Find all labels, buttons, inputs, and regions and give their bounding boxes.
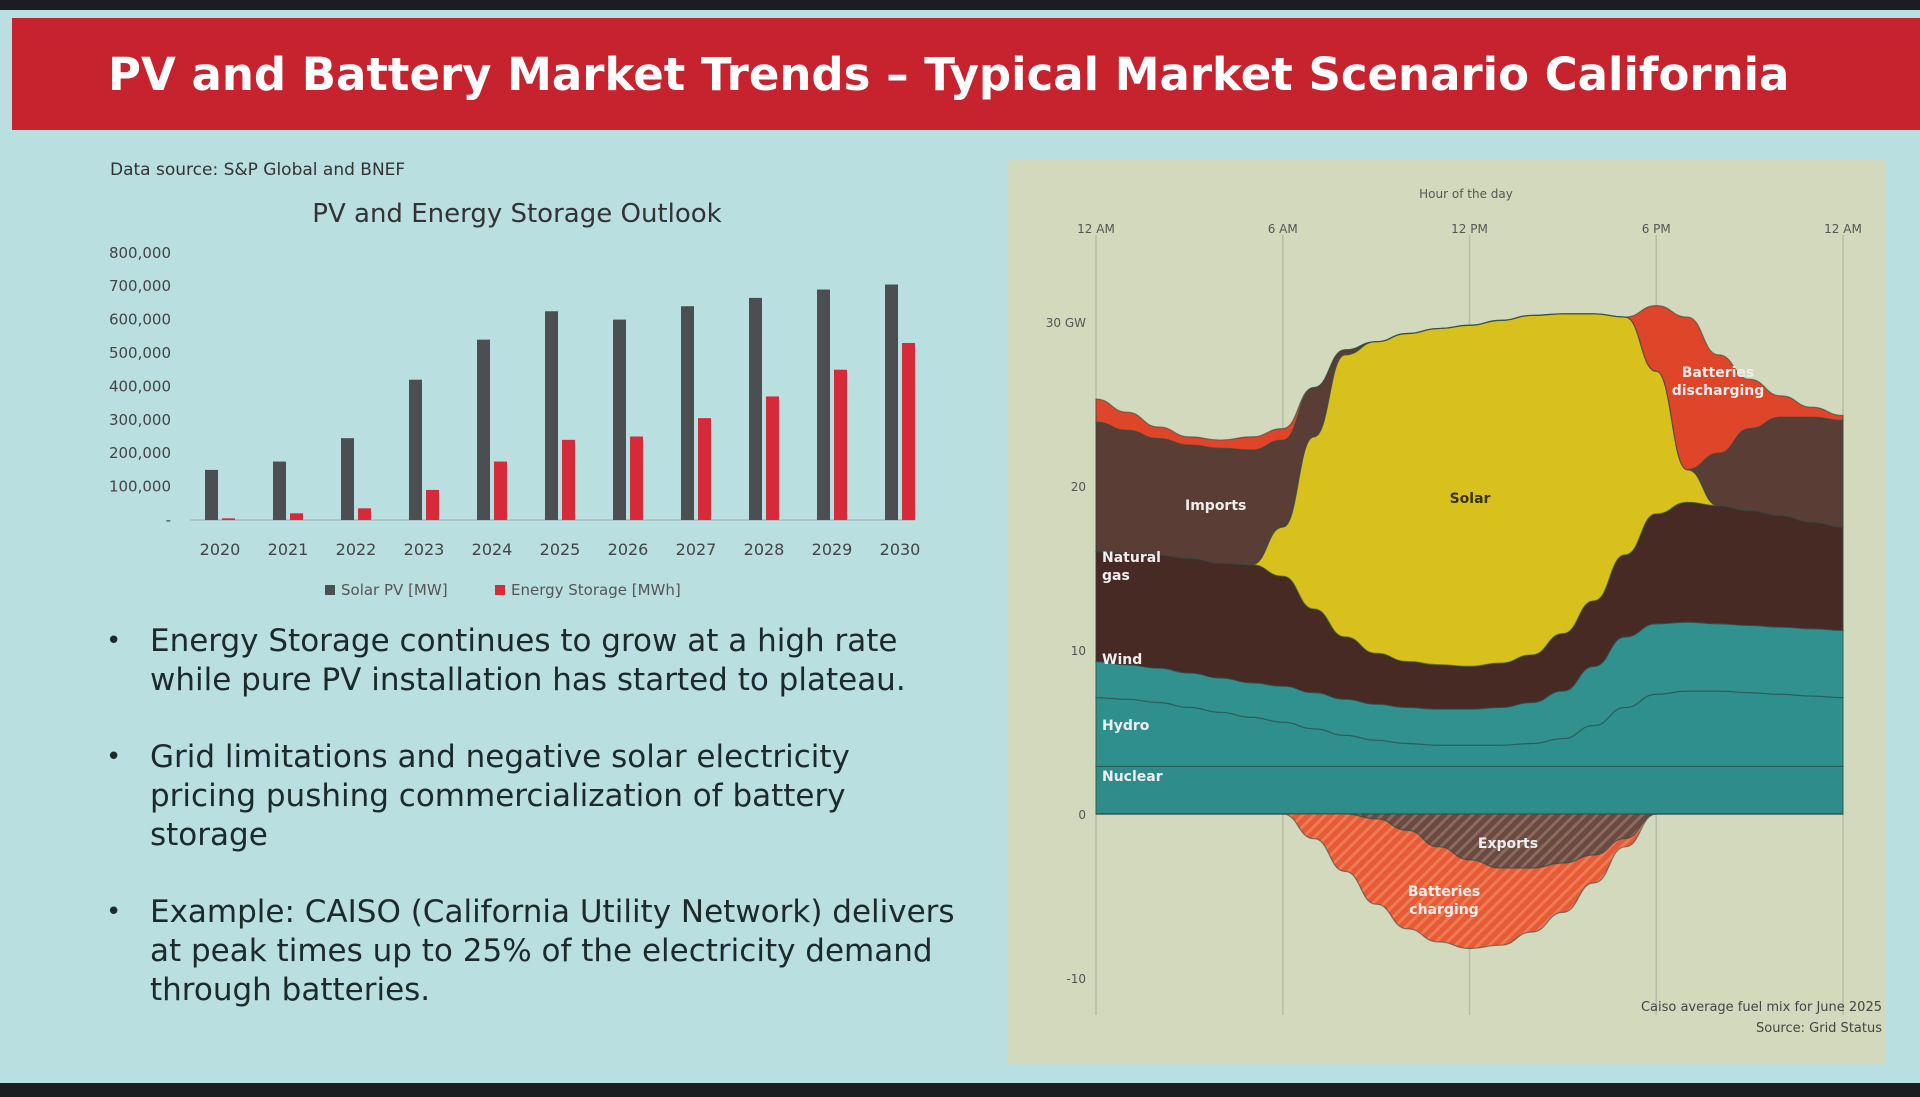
area-batteries-discharging [1095, 304, 1844, 471]
x-tick-label: 12 AM [1824, 222, 1862, 236]
area-nuclear [1095, 765, 1844, 815]
bullet-text: Example: CAISO (California Utility Netwo… [150, 894, 955, 1008]
x-axis-title: Hour of the day [1419, 187, 1513, 201]
slide-title: PV and Battery Market Trends – Typical M… [108, 48, 1790, 101]
y-tick-label: 800,000 [109, 244, 171, 262]
bar-energy-storage-2024 [494, 461, 507, 520]
series-label-charging: Batteries charging [1408, 884, 1481, 918]
x-tick-label: 2026 [608, 540, 649, 559]
x-tick-label: 2025 [540, 540, 581, 559]
series-label-solar: Solar [1450, 491, 1491, 507]
y-tick-label: 700,000 [109, 277, 171, 295]
bar-energy-storage-2028 [766, 396, 779, 520]
series-label-gas: Natural gas [1102, 550, 1161, 584]
legend-swatch [325, 585, 335, 595]
bullet-text: Grid limitations and negative solar elec… [150, 739, 850, 853]
x-tick-label: 6 AM [1268, 222, 1298, 236]
bar-energy-storage-2030 [902, 342, 915, 520]
y-tick-label: 200,000 [109, 444, 171, 462]
bar-energy-storage-2027 [698, 418, 711, 520]
bar-energy-storage-2026 [630, 436, 643, 520]
x-tick-label: 2023 [404, 540, 445, 559]
bar-solar-pv-2030 [885, 284, 898, 520]
bar-energy-storage-2020 [222, 518, 235, 520]
bar-solar-pv-2026 [613, 319, 626, 520]
y-tick-label: 10 [1071, 644, 1086, 658]
series-label-nuclear: Nuclear [1102, 769, 1163, 785]
pv-storage-bar-chart: PV and Energy Storage Outlook - 100,000 200… [109, 199, 920, 599]
title-bar: PV and Battery Market Trends – Typical M… [12, 18, 1920, 130]
series-label-discharging: Batteries discharging [1672, 365, 1765, 399]
x-tick-label: 12 PM [1451, 222, 1488, 236]
x-tick-label: 2024 [472, 540, 513, 559]
chart-caption: Caiso average fuel mix for June 2025 [1641, 1000, 1882, 1015]
y-tick-label: 0 [1078, 808, 1086, 822]
bullet-text: Energy Storage continues to grow at a hi… [150, 623, 906, 698]
bullet-item: • Energy Storage continues to grow at a h… [100, 622, 960, 700]
bar-solar-pv-2023 [409, 379, 422, 520]
bar-solar-pv-2020 [205, 469, 218, 520]
chart-source: Source: Grid Status [1756, 1021, 1882, 1036]
legend-label: Energy Storage [MWh] [511, 581, 681, 599]
bar-solar-pv-2029 [817, 289, 830, 520]
bullet-icon: • [106, 626, 122, 656]
bar-solar-pv-2024 [477, 339, 490, 520]
bar-solar-pv-2028 [749, 297, 762, 520]
x-tick-label: 2028 [744, 540, 785, 559]
bar-energy-storage-2023 [426, 489, 439, 520]
bar-energy-storage-2029 [834, 369, 847, 520]
bullet-list: • Energy Storage continues to grow at a h… [100, 622, 960, 1048]
series-label-hydro: Hydro [1102, 718, 1150, 734]
y-tick-label: - [166, 511, 171, 529]
x-tick-label: 2020 [200, 540, 241, 559]
bar-solar-pv-2022 [341, 438, 354, 520]
y-tick-label: 30 GW [1046, 316, 1086, 330]
bullet-icon: • [106, 742, 122, 772]
x-tick-label: 2027 [676, 540, 717, 559]
chart-title: PV and Energy Storage Outlook [312, 199, 721, 229]
x-tick-label: 2022 [336, 540, 377, 559]
series-label-imports: Imports [1185, 498, 1246, 514]
legend-swatch [495, 585, 505, 595]
data-source-note: Data source: S&P Global and BNEF [110, 160, 406, 180]
bar-solar-pv-2021 [273, 461, 286, 520]
area-batteries-charging [1095, 813, 1844, 950]
y-tick-label: -10 [1066, 972, 1086, 986]
y-tick-label: 20 [1071, 480, 1086, 494]
y-tick-label: 500,000 [109, 344, 171, 362]
bar-energy-storage-2025 [562, 439, 575, 520]
y-tick-label: 100,000 [109, 478, 171, 496]
fuel-mix-area-chart: Hour of the day 12 AM 6 AM 12 PM 6 PM 12 AM 30… [1046, 187, 1882, 1036]
bullet-icon: • [106, 897, 122, 927]
x-tick-label: 2029 [812, 540, 853, 559]
legend-label: Solar PV [MW] [341, 581, 448, 599]
y-tick-label: 400,000 [109, 377, 171, 395]
bar-solar-pv-2025 [545, 311, 558, 520]
x-tick-label: 2021 [268, 540, 309, 559]
y-tick-label: 300,000 [109, 411, 171, 429]
bullet-item: • Grid limitations and negative solar ele… [100, 738, 960, 855]
x-tick-label: 2030 [880, 540, 921, 559]
x-tick-label: 6 PM [1642, 222, 1671, 236]
bullet-item: • Example: CAISO (California Utility Netw… [100, 893, 960, 1010]
bar-energy-storage-2021 [290, 513, 303, 520]
x-tick-label: 12 AM [1077, 222, 1115, 236]
bar-solar-pv-2027 [681, 306, 694, 520]
y-tick-label: 600,000 [109, 311, 171, 329]
series-label-wind: Wind [1102, 652, 1142, 668]
series-label-exports: Exports [1478, 836, 1538, 852]
bar-energy-storage-2022 [358, 508, 371, 520]
